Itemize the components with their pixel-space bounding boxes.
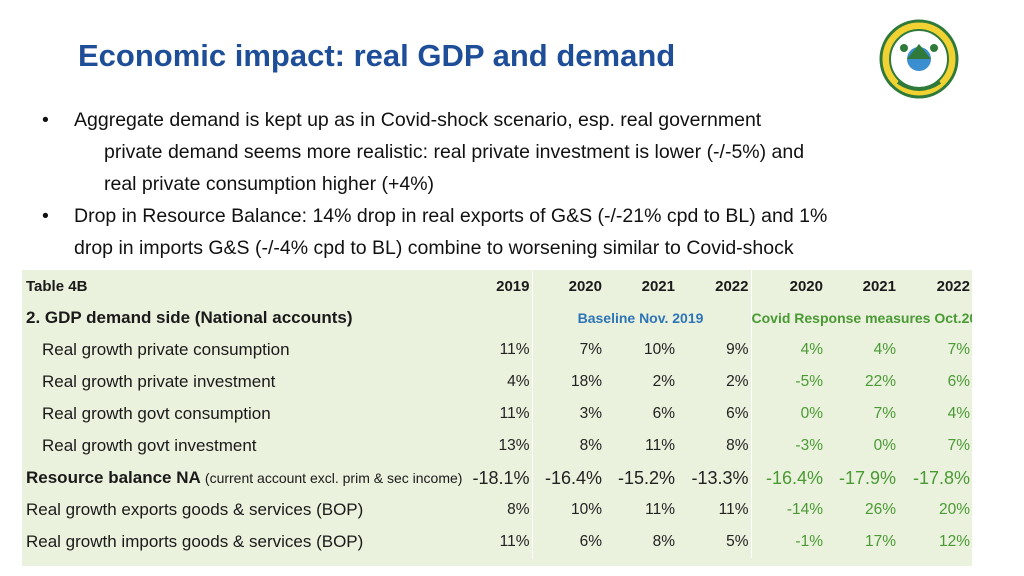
table-cell: 26% [864,501,896,518]
year-header: 2021 [862,277,896,295]
table-cell: 6% [531,526,604,558]
table-cell: 7% [873,405,896,422]
table-cell: 4% [873,341,896,358]
table-cell: -3% [750,430,825,462]
table-cell: 8% [507,501,530,518]
table-cell: 18% [531,366,604,398]
table-cell: 11% [499,405,530,422]
row-label: Real growth govt investment [22,430,462,462]
row-label: Real growth private investment [22,366,462,398]
table-cell: -15.2% [617,467,675,488]
section-title: 2. GDP demand side (National accounts) [26,308,353,327]
table-cell: 6% [947,373,970,390]
bullet-item: • Drop in Resource Balance: 14% drop in … [42,200,1002,264]
table-cell: 17% [864,533,896,550]
table-cell: 7% [947,437,970,454]
table-cell: -17.8% [912,467,970,488]
table-row: Real growth govt investment 13% 8% 11% 8% -3%… [22,430,972,462]
table-cell: 2% [652,373,675,390]
table-cell: -1% [750,526,825,558]
bullet-line: private demand seems more realistic: rea… [104,141,805,163]
table-cell: 5% [726,533,749,550]
table-cell: 11% [645,437,675,454]
table-cell: 11% [718,501,749,518]
table-cell: 6% [726,405,749,422]
bullet-line: real private consumption higher (+4%) [104,173,435,195]
year-header: 2019 [496,277,530,295]
table-cell: -17.9% [838,467,896,488]
table-cell: 7% [947,341,970,358]
slide-title: Economic impact: real GDP and demand [78,38,676,73]
row-note: (current account excl. prim & sec income… [204,470,462,486]
row-label-text: Real growth govt investment [42,436,257,455]
table-cell: 8% [652,533,675,550]
row-label-text: Real growth private consumption [42,340,290,359]
table-cell: 11% [499,341,530,358]
covid-group-label: Covid Response measures Oct.2020 [750,302,972,334]
baseline-group-label: Baseline Nov. 2019 [531,302,751,334]
table-row: Real growth private consumption 11% 7% 10% 9… [22,334,972,366]
year-header: 2022 [715,277,749,295]
table-cell: 22% [864,373,896,390]
table-row: Real growth exports goods & services (BO… [22,494,972,526]
row-label: Real growth govt consumption [22,398,462,430]
table-row: Real growth govt consumption 11% 3% 6% 6% 0% 7… [22,398,972,430]
table-cell: 9% [726,341,749,358]
table-cell: 8% [726,437,749,454]
table-cell: -16.4% [531,462,604,494]
bullet-list: • Aggregate demand is kept up as in Covi… [42,104,1002,264]
bullet-line: drop in imports G&S (-/-4% cpd to BL) co… [74,237,794,259]
table-cell: 10% [531,494,604,526]
table-row: Real growth imports goods & services (BO… [22,526,972,558]
year-header: 2021 [641,277,675,295]
table-cell: -13.3% [691,467,749,488]
table-cell: -14% [750,494,825,526]
table-cell: 11% [645,501,675,518]
bullet-item: • Aggregate demand is kept up as in Covi… [42,104,1002,200]
coat-of-arms-logo [879,19,959,99]
table-row: Resource balance NA (current account exc… [22,462,972,494]
bullet-dot-icon: • [42,205,49,227]
row-label: Resource balance NA (current account exc… [22,462,462,494]
table-cell: 10% [643,341,675,358]
row-label-text: Resource balance NA [26,468,201,487]
row-label-text: Real growth govt consumption [42,404,271,423]
table-cell: 7% [531,334,604,366]
row-label: Real growth private consumption [22,334,462,366]
table-header-row: Table 4B 2019 2020 2021 2022 2020 2021 2… [22,270,972,302]
row-label: Real growth exports goods & services (BO… [22,494,462,526]
table-cell: 3% [531,398,604,430]
table-group-row: 2. GDP demand side (National accounts) B… [22,302,972,334]
table-row: Real growth private investment 4% 18% 2% 2% -… [22,366,972,398]
table-cell: -16.4% [750,462,825,494]
bullet-dot-icon: • [42,109,49,131]
year-header: 2020 [750,270,825,302]
bullet-line: Drop in Resource Balance: 14% drop in re… [74,205,828,227]
table-cell: 13% [498,437,530,454]
table-cell: 8% [531,430,604,462]
year-header: 2020 [531,270,604,302]
table-cell: 20% [938,501,970,518]
table-cell: 2% [726,373,749,390]
row-label-text: Real growth exports goods & services (BO… [26,500,364,519]
bullet-line: Aggregate demand is kept up as in Covid-… [74,109,762,131]
table-cell: 6% [652,405,675,422]
table-cell: 4% [750,334,825,366]
gdp-table: Table 4B 2019 2020 2021 2022 2020 2021 2… [22,270,972,566]
year-header: 2022 [936,277,970,295]
table-cell: -18.1% [472,467,530,488]
row-label: Real growth imports goods & services (BO… [22,526,462,558]
table-cell: 4% [947,405,970,422]
table-cell: 12% [938,533,970,550]
table-cell: 11% [499,533,530,550]
row-label-text: Real growth private investment [42,372,276,391]
row-label-text: Real growth imports goods & services (BO… [26,532,364,551]
table-cell: 0% [873,437,896,454]
table-name: Table 4B [26,277,88,295]
table-cell: -5% [750,366,825,398]
table-cell: 4% [507,373,530,390]
table-cell: 0% [750,398,825,430]
